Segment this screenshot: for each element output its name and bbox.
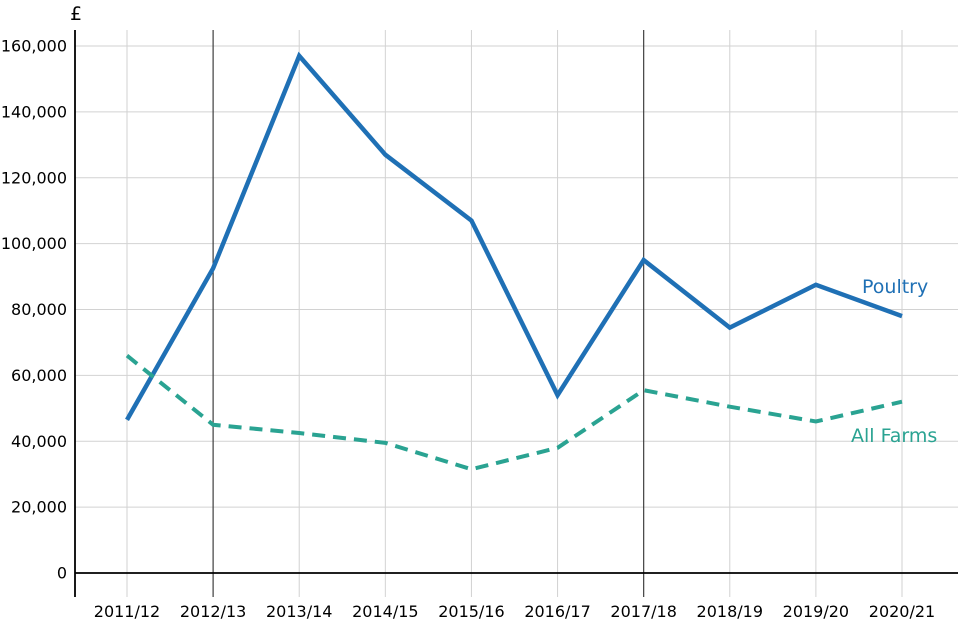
x-tick-label: 2014/15 xyxy=(352,602,418,621)
x-tick-label: 2011/12 xyxy=(94,602,160,621)
x-tick-label: 2016/17 xyxy=(524,602,590,621)
x-tick-label: 2015/16 xyxy=(438,602,504,621)
x-tick-label: 2012/13 xyxy=(180,602,246,621)
y-tick-label: 120,000 xyxy=(1,168,67,187)
x-tick-label: 2018/19 xyxy=(697,602,763,621)
y-tick-label: 160,000 xyxy=(1,37,67,56)
all-farms-series-label: All Farms xyxy=(851,425,938,447)
y-axis-unit-label: £ xyxy=(70,3,83,25)
poultry-series-label: Poultry xyxy=(862,276,929,298)
all-farms-line xyxy=(125,354,903,472)
poultry-line xyxy=(125,51,903,421)
y-tick-label: 80,000 xyxy=(11,300,67,319)
y-tick-label: 40,000 xyxy=(11,432,67,451)
x-tick-label: 2020/21 xyxy=(869,602,935,621)
y-tick-label: 100,000 xyxy=(1,234,67,253)
x-tick-label: 2013/14 xyxy=(266,602,332,621)
x-tick-label: 2019/20 xyxy=(783,602,849,621)
y-tick-label: 140,000 xyxy=(1,102,67,121)
y-tick-label: 20,000 xyxy=(11,498,67,517)
y-tick-label: 60,000 xyxy=(11,366,67,385)
y-tick-label: 0 xyxy=(57,564,67,583)
x-tick-label: 2017/18 xyxy=(610,602,676,621)
